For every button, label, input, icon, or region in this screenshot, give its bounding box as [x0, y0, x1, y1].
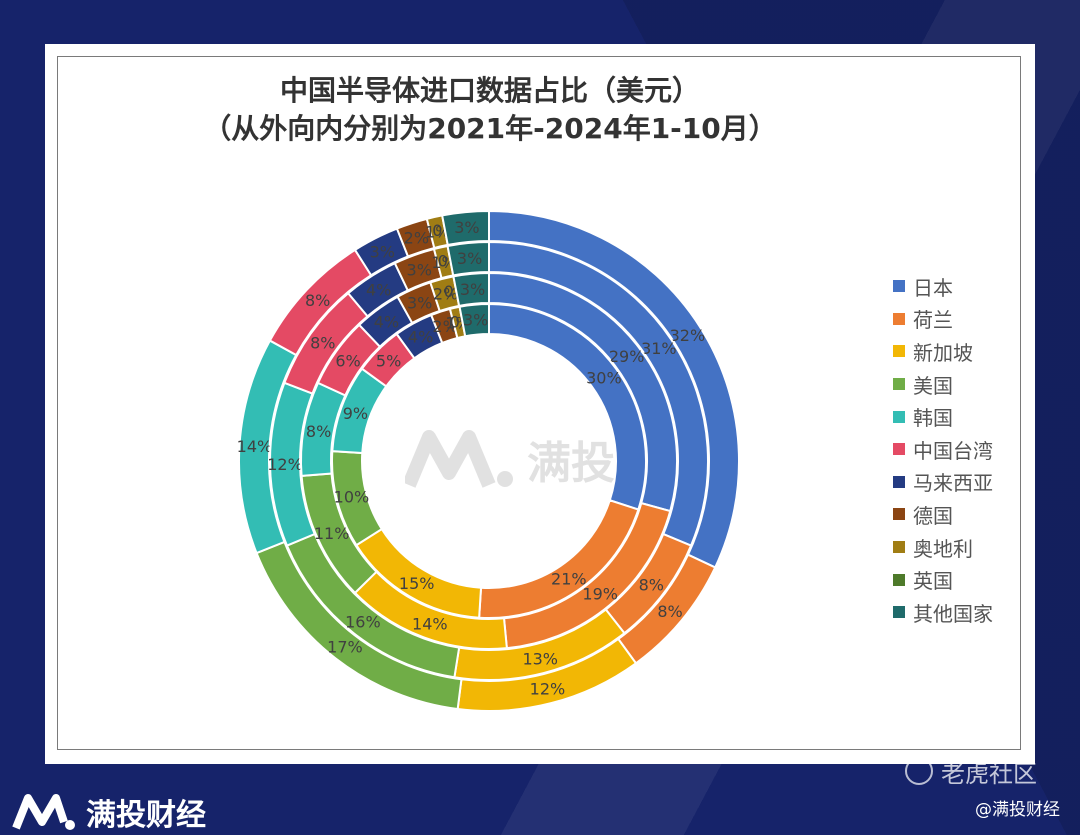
data-label-2-0: 29% — [609, 347, 645, 366]
legend-label: 日本 — [913, 275, 953, 300]
data-label-1-1: 8% — [639, 576, 664, 595]
data-label-3-7: 2% — [432, 317, 457, 336]
legend-label: 中国台湾 — [913, 438, 993, 463]
legend-swatch — [893, 508, 905, 521]
brand-name: 满投财经 — [86, 798, 206, 833]
legend-label: 马来西亚 — [913, 471, 993, 496]
data-label-1-5: 8% — [310, 334, 335, 353]
data-label-3-5: 5% — [376, 352, 401, 371]
data-label-3-1: 21% — [551, 569, 587, 588]
brand-logo-icon — [12, 794, 75, 830]
legend-swatch — [893, 475, 905, 488]
data-label-0-6: 3% — [370, 243, 395, 262]
chart-card: 中国半导体进口数据占比（美元） （从外向内分别为2021年-2024年1-10月… — [45, 44, 1035, 764]
legend-swatch — [893, 606, 905, 619]
legend-item: 韩国 — [893, 400, 1033, 433]
legend-item: 新加坡 — [893, 335, 1033, 368]
data-label-1-4: 12% — [267, 455, 303, 474]
legend-label: 奥地利 — [913, 536, 973, 561]
legend-swatch — [893, 312, 905, 325]
legend-item: 荷兰 — [893, 303, 1033, 336]
chart-title-line1: 中国半导体进口数据占比（美元） — [279, 74, 700, 107]
legend-label: 美国 — [913, 373, 953, 398]
brand: 满投财经 — [12, 790, 206, 834]
legend-item: 德国 — [893, 498, 1033, 531]
data-label-2-4: 8% — [306, 422, 331, 441]
data-label-0-1: 8% — [657, 602, 682, 621]
data-label-0-5: 8% — [305, 291, 330, 310]
author-handle: @满投财经 — [975, 800, 1060, 820]
data-label-0-4: 14% — [237, 437, 273, 456]
data-label-2-2: 14% — [412, 615, 448, 634]
data-label-2-10: 3% — [460, 280, 485, 299]
data-label-2-3: 11% — [314, 524, 350, 543]
data-label-1-10: 3% — [457, 249, 482, 268]
tiger-community-icon — [905, 757, 933, 785]
legend-item: 英国 — [893, 563, 1033, 596]
legend-item: 中国台湾 — [893, 433, 1033, 466]
legend-swatch — [893, 541, 905, 554]
data-label-3-2: 15% — [399, 574, 435, 593]
data-label-0-2: 12% — [530, 680, 566, 699]
data-label-0-7: 2% — [404, 229, 429, 248]
data-label-1-7: 3% — [407, 260, 432, 279]
data-label-1-0: 31% — [641, 339, 677, 358]
legend-item: 奥地利 — [893, 531, 1033, 564]
legend-swatch — [893, 345, 905, 358]
data-label-2-5: 6% — [335, 352, 360, 371]
data-label-3-3: 10% — [334, 487, 370, 506]
legend-item: 日本 — [893, 270, 1033, 303]
data-label-1-3: 16% — [345, 612, 381, 631]
watermark-logo-icon — [405, 430, 513, 488]
community-watermark: 老虎社区 — [905, 754, 1037, 788]
legend-label: 韩国 — [913, 406, 953, 431]
data-label-3-4: 9% — [343, 404, 368, 423]
chart-legend: 日本荷兰新加坡美国韩国中国台湾马来西亚德国奥地利英国其他国家 — [893, 270, 1033, 629]
legend-item: 马来西亚 — [893, 466, 1033, 499]
data-label-0-0: 32% — [670, 326, 706, 345]
legend-swatch — [893, 443, 905, 456]
legend-swatch — [893, 280, 905, 293]
legend-swatch — [893, 378, 905, 391]
legend-label: 荷兰 — [913, 308, 953, 333]
donut-chart: 32%8%12%17%14%8%3%2%1%0%3%31%8%13%16%12%… — [237, 209, 740, 712]
data-label-2-1: 19% — [582, 585, 618, 604]
legend-swatch — [893, 410, 905, 423]
data-label-0-3: 17% — [327, 638, 363, 657]
data-label-2-8: 2% — [433, 285, 458, 304]
data-label-2-7: 3% — [407, 294, 432, 313]
data-label-2-6: 4% — [374, 313, 399, 332]
chart-frame — [57, 56, 1021, 750]
community-watermark-text: 老虎社区 — [941, 759, 1037, 788]
data-label-1-6: 4% — [366, 280, 391, 299]
legend-label: 德国 — [913, 503, 953, 528]
legend-label: 英国 — [913, 569, 953, 594]
data-label-1-2: 13% — [522, 649, 558, 668]
chart-title: 中国半导体进口数据占比（美元） （从外向内分别为2021年-2024年1-10月… — [45, 72, 935, 148]
data-label-3-6: 4% — [408, 328, 433, 347]
chart-title-line2: （从外向内分别为2021年-2024年1-10月） — [203, 112, 777, 145]
data-label-3-10: 3% — [463, 311, 488, 330]
legend-label: 其他国家 — [913, 601, 993, 626]
data-label-3-0: 30% — [586, 369, 622, 388]
data-label-0-10: 3% — [454, 218, 479, 237]
legend-item: 美国 — [893, 368, 1033, 401]
legend-item: 其他国家 — [893, 596, 1033, 629]
legend-label: 新加坡 — [913, 340, 973, 365]
legend-swatch — [893, 573, 905, 586]
slice-3-10 — [458, 302, 490, 338]
